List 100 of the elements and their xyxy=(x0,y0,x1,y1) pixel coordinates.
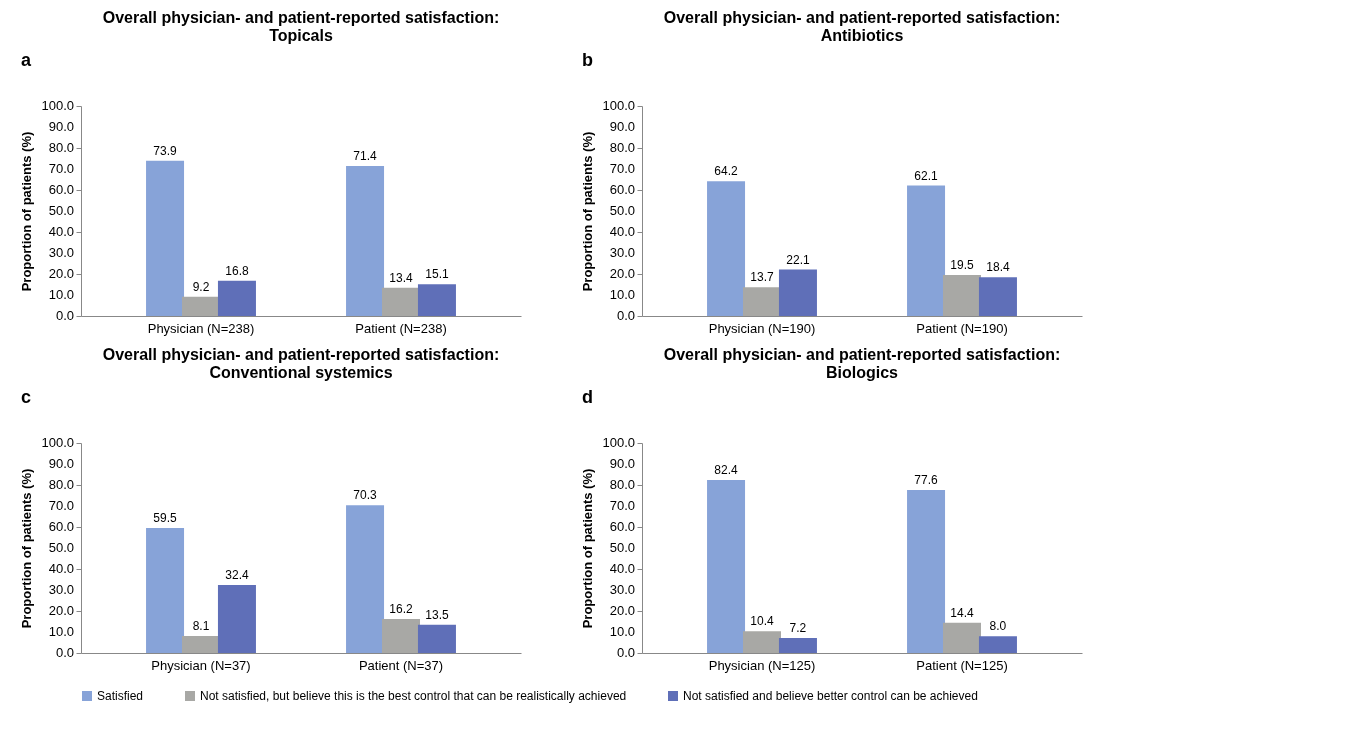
y-tick-label: 70.0 xyxy=(609,498,635,513)
y-tick-label: 20.0 xyxy=(48,603,74,618)
y-tick-label: 50.0 xyxy=(48,203,74,218)
y-tick-label: 20.0 xyxy=(609,603,635,618)
data-label: 22.1 xyxy=(786,252,810,267)
y-tick-label: 10.0 xyxy=(609,624,635,639)
y-tick-label: 60.0 xyxy=(609,519,635,534)
y-tick-label: 40.0 xyxy=(609,561,635,576)
data-label: 62.1 xyxy=(914,168,939,183)
y-tick-label: 10.0 xyxy=(48,624,74,639)
bar xyxy=(707,181,746,316)
y-tick-label: 90.0 xyxy=(609,456,635,471)
data-label: 15.1 xyxy=(425,267,449,282)
y-tick-label: 100.0 xyxy=(41,98,74,113)
bar xyxy=(978,277,1017,316)
data-label: 16.2 xyxy=(389,601,413,616)
y-tick-label: 80.0 xyxy=(609,140,635,155)
bar xyxy=(943,622,981,653)
y-tick-label: 40.0 xyxy=(48,561,74,576)
data-label: 18.4 xyxy=(986,260,1010,275)
y-tick-label: 70.0 xyxy=(48,161,74,176)
y-tick-label: 80.0 xyxy=(48,477,74,492)
y-axis-title: Proportion of patients (%) xyxy=(580,131,595,292)
y-axis-title: Proportion of patients (%) xyxy=(19,131,34,292)
x-tick-label: Physician (N=238) xyxy=(147,320,255,336)
y-tick-label: 30.0 xyxy=(48,245,74,260)
data-label: 13.4 xyxy=(389,270,413,285)
y-tick-label: 0.0 xyxy=(55,308,74,323)
bar xyxy=(217,584,256,653)
data-label: 77.6 xyxy=(914,473,939,488)
data-label: 32.4 xyxy=(225,567,249,582)
data-label: 13.7 xyxy=(750,270,774,285)
x-tick-label: Patient (N=125) xyxy=(916,657,1008,673)
bar xyxy=(943,275,981,316)
chart-title: Overall physician- and patient-reported satisfaction: Conventional systemics xyxy=(102,346,500,381)
y-tick-label: 50.0 xyxy=(609,203,635,218)
y-tick-label: 40.0 xyxy=(48,224,74,239)
y-tick-label: 20.0 xyxy=(48,266,74,281)
legend-label: Not satisfied, but believe this is the best control that can be realistically achieved xyxy=(200,689,627,703)
data-label: 19.5 xyxy=(950,258,974,273)
data-label: 13.5 xyxy=(425,607,449,622)
y-axis-title: Proportion of patients (%) xyxy=(580,468,595,629)
y-tick-label: 90.0 xyxy=(48,119,74,134)
x-tick-label: Patient (N=238) xyxy=(355,320,447,336)
y-tick-label: 20.0 xyxy=(609,266,635,281)
chart-title: Overall physician- and patient-reported satisfaction: Topicals xyxy=(102,9,500,44)
chart-title: Overall physician- and patient-reported satisfaction: Antibiotics xyxy=(663,9,1061,44)
y-tick-label: 70.0 xyxy=(609,161,635,176)
y-tick-label: 80.0 xyxy=(609,477,635,492)
x-tick-label: Patient (N=190) xyxy=(916,320,1008,336)
bar xyxy=(907,185,946,316)
bar xyxy=(907,490,946,653)
legend-label: Not satisfied and believe better control can be achieved xyxy=(683,689,978,703)
data-label: 73.9 xyxy=(153,143,178,158)
y-tick-label: 60.0 xyxy=(609,182,635,197)
x-tick-label: Physician (N=190) xyxy=(708,320,816,336)
y-tick-label: 30.0 xyxy=(609,245,635,260)
data-label: 64.2 xyxy=(714,164,739,179)
text: b xyxy=(582,50,593,70)
y-tick-label: 100.0 xyxy=(41,435,74,450)
bar xyxy=(707,479,746,653)
bar xyxy=(217,280,256,316)
data-label: 8.1 xyxy=(192,618,210,633)
y-tick-label: 0.0 xyxy=(616,645,635,660)
legend-label: Satisfied xyxy=(97,689,144,703)
y-axis-title: Proportion of patients (%) xyxy=(19,468,34,629)
data-label: 10.4 xyxy=(750,614,774,629)
x-tick-label: Physician (N=37) xyxy=(151,657,251,673)
bar xyxy=(346,166,385,316)
bar xyxy=(382,618,420,653)
bar xyxy=(978,636,1017,653)
y-tick-label: 100.0 xyxy=(602,98,635,113)
y-tick-label: 10.0 xyxy=(609,287,635,302)
text: a xyxy=(21,50,32,70)
bar xyxy=(743,631,781,653)
text: c xyxy=(21,387,32,407)
y-tick-label: 0.0 xyxy=(55,645,74,660)
y-tick-label: 60.0 xyxy=(48,182,74,197)
y-tick-label: 30.0 xyxy=(48,582,74,597)
data-label: 59.5 xyxy=(153,511,178,526)
data-label: 16.8 xyxy=(225,263,249,278)
y-tick-label: 90.0 xyxy=(48,456,74,471)
data-label: 14.4 xyxy=(950,605,974,620)
data-label: 9.2 xyxy=(192,279,210,294)
bar xyxy=(778,637,817,653)
bar xyxy=(182,296,220,316)
y-tick-label: 0.0 xyxy=(616,308,635,323)
data-label: 8.0 xyxy=(989,619,1007,634)
data-label: 7.2 xyxy=(789,620,807,635)
y-tick-label: 10.0 xyxy=(48,287,74,302)
bar xyxy=(146,528,185,653)
y-tick-label: 50.0 xyxy=(48,540,74,555)
bar xyxy=(743,287,781,316)
bar xyxy=(417,284,456,316)
text: d xyxy=(582,387,593,407)
y-tick-label: 70.0 xyxy=(48,498,74,513)
x-tick-label: Physician (N=125) xyxy=(708,657,816,673)
bar xyxy=(382,287,420,316)
chart-title: Overall physician- and patient-reported satisfaction: Biologics xyxy=(663,346,1061,381)
data-label: 70.3 xyxy=(353,488,378,503)
